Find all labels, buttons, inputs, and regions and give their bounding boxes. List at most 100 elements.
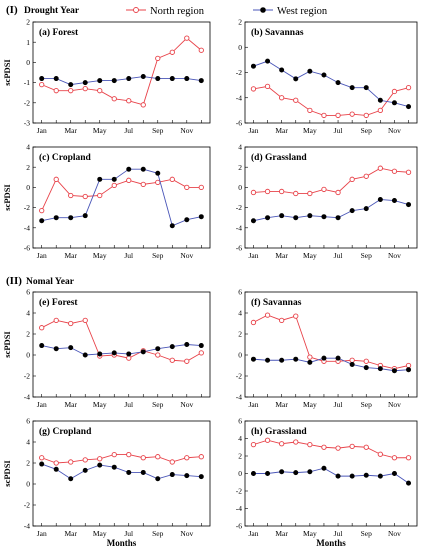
panel-title: (c) Cropland: [39, 152, 92, 163]
north-data-point: [169, 459, 175, 465]
x-tick-label: Mar: [275, 400, 288, 409]
north-data-point: [377, 107, 383, 114]
north-data-point: [155, 454, 161, 460]
x-tick-label: Nov: [388, 400, 401, 409]
y-tick-label: -4: [24, 223, 30, 232]
y-tick-label: 6: [26, 417, 30, 426]
north-data-point: [250, 319, 257, 326]
west-data-point: [126, 166, 132, 172]
x-tick-label: Sep: [152, 126, 164, 135]
panel-0: -3 -2 -1 0 1 2 Jan Mar May Jul Sep Nov scPDSI (a) For…: [2, 18, 211, 135]
y-tick-label: 4: [238, 309, 242, 318]
west-data-point: [279, 469, 285, 475]
west-data-point: [293, 215, 299, 221]
y-tick-label: 0: [238, 183, 242, 192]
y-tick-label: 0: [26, 183, 30, 192]
west-data-point: [97, 78, 103, 84]
west-data-point: [321, 355, 327, 361]
west-series-line: [253, 60, 409, 108]
x-tick-label: Mar: [64, 400, 77, 409]
north-data-point: [184, 35, 190, 41]
west-data-point: [53, 346, 59, 352]
y-tick-label: -4: [24, 522, 30, 531]
north-data-point: [363, 173, 369, 179]
y-tick-label: 4: [238, 434, 242, 443]
north-data-point: [250, 441, 257, 448]
north-data-point: [198, 350, 204, 356]
west-series-line: [41, 168, 202, 227]
west-data-point: [111, 350, 117, 356]
west-data-point: [169, 223, 175, 229]
west-data-point: [406, 367, 412, 373]
x-tick-label: Mar: [64, 529, 77, 538]
x-tick-label: Sep: [152, 400, 164, 409]
section-1-label: (I): [6, 4, 18, 16]
west-data-point: [321, 72, 327, 78]
west-data-point: [265, 58, 271, 64]
west-data-point: [184, 76, 190, 82]
y-tick-label: 6: [238, 288, 242, 297]
x-tick-label: Mar: [275, 251, 288, 260]
west-data-point: [68, 345, 74, 351]
west-data-point: [363, 85, 369, 91]
y-tick-label: -4: [236, 93, 242, 102]
west-data-point: [97, 176, 103, 182]
x-tick-label: Nov: [180, 400, 193, 409]
y-tick-label: 2: [26, 163, 30, 172]
north-data-point: [279, 317, 285, 323]
x-tick-label: Sep: [361, 529, 373, 538]
west-data-point: [250, 356, 256, 362]
x-tick-label: Jan: [37, 529, 47, 538]
west-data-point: [307, 213, 313, 219]
west-data-point: [82, 352, 88, 358]
y-tick-label: 2: [238, 330, 242, 339]
y-tick-label: -3: [24, 119, 30, 128]
x-tick-label: Nov: [180, 529, 193, 538]
north-data-point: [349, 176, 355, 182]
y-tick-label: 0: [238, 351, 242, 360]
north-data-point: [82, 193, 88, 200]
north-data-point: [335, 112, 341, 119]
panel-0-frame: [32, 21, 211, 124]
panel-2: -6 -4 -2 0 2 4 Jan Mar May Jul Sep Nov scPDSI (c) Cro…: [2, 143, 211, 260]
y-tick-label: -4: [236, 393, 242, 402]
north-data-point: [184, 358, 190, 364]
north-data-point: [264, 188, 271, 195]
north-data-point: [321, 186, 327, 193]
west-data-point: [184, 473, 190, 479]
legend-north-marker: [133, 7, 139, 13]
section-2-label: (II): [6, 275, 22, 287]
north-data-point: [53, 176, 59, 182]
west-data-point: [155, 476, 161, 482]
y-tick-label: -1: [24, 78, 30, 87]
north-data-point: [82, 457, 88, 463]
west-data-point: [155, 170, 161, 176]
north-series-line: [41, 37, 202, 106]
y-tick-label: -6: [24, 244, 30, 253]
west-data-point: [184, 217, 190, 223]
north-data-point: [335, 445, 341, 451]
west-data-point: [406, 480, 412, 486]
x-tick-label: Jul: [124, 529, 133, 538]
panel-title: (b) Savannas: [251, 27, 304, 38]
north-data-point: [126, 98, 132, 104]
y-tick-label: 0: [26, 480, 30, 489]
y-tick-label: 6: [26, 288, 30, 297]
y-tick-label: 1: [26, 38, 30, 47]
x-tick-label: Jul: [334, 529, 343, 538]
west-data-point: [68, 82, 74, 88]
y-axis-label: scPDSI: [2, 59, 12, 86]
north-data-point: [155, 179, 161, 186]
west-data-point: [169, 472, 175, 478]
north-series-line: [253, 85, 409, 116]
north-data-point: [82, 317, 88, 323]
panel-4: -4 -2 0 2 4 6 Jan Mar May Jul Sep Nov scPDSI (e) Fore…: [2, 288, 211, 409]
x-tick-label: Mar: [64, 126, 77, 135]
north-series-line: [41, 178, 202, 211]
west-data-point: [377, 197, 383, 203]
west-data-point: [363, 472, 369, 478]
north-data-point: [405, 85, 412, 91]
west-data-point: [377, 366, 383, 372]
north-data-point: [126, 451, 132, 458]
panel-1: -6 -4 -2 0 2 Jan Mar May Jul Sep Nov (b) Savannas: [236, 18, 418, 135]
